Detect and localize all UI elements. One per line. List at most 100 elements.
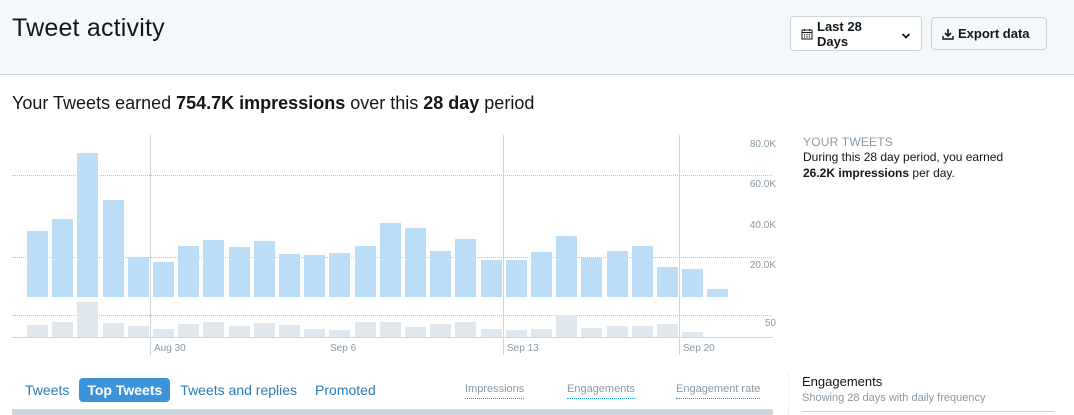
column-impressions[interactable]: Impressions — [465, 383, 525, 399]
impressions-bar[interactable] — [329, 253, 351, 297]
impressions-bar[interactable] — [304, 255, 326, 297]
engagements-bar[interactable] — [203, 321, 225, 338]
x-tick-sep20: Sep 20 — [683, 343, 715, 354]
engagements-bar[interactable] — [77, 302, 99, 338]
tweet-tabs: Tweets Top Tweets Tweets and replies Pro… — [17, 378, 386, 402]
table-header-divider — [12, 409, 773, 415]
engagements-bar[interactable] — [682, 332, 704, 338]
week-divider — [150, 135, 151, 355]
engagements-bar[interactable] — [455, 321, 477, 338]
x-tick-sep13: Sep 13 — [507, 343, 539, 354]
engagements-bar[interactable] — [606, 326, 628, 338]
engagements-bar[interactable] — [581, 327, 603, 338]
impressions-bar[interactable] — [531, 252, 552, 297]
engagements-bar[interactable] — [657, 324, 678, 338]
impressions-bar[interactable] — [682, 269, 704, 297]
engagements-bar[interactable] — [279, 325, 300, 338]
engagements-bar[interactable] — [153, 328, 174, 338]
impressions-bar[interactable] — [430, 251, 452, 297]
impressions-bar[interactable] — [127, 257, 149, 297]
engagements-bar[interactable] — [505, 330, 527, 338]
your-tweets-panel: YOUR TWEETS During this 28 day period, y… — [803, 135, 1063, 181]
engagements-bar[interactable] — [52, 321, 74, 338]
impressions-bar[interactable] — [657, 267, 678, 297]
impressions-chart: 80.0K 60.0K 40.0K 20.0K 50 Aug 30 Sep 6 … — [0, 130, 790, 365]
y-tick-80k: 80.0K — [749, 139, 776, 150]
panel-divider — [788, 373, 789, 415]
per-day-suffix: per day. — [909, 166, 955, 180]
impressions-bar[interactable] — [480, 260, 502, 297]
engagements-bar[interactable] — [531, 328, 552, 338]
engagements-divider — [802, 411, 1054, 412]
tab-top-tweets[interactable]: Top Tweets — [79, 378, 171, 402]
page-header: Tweet activity Last 28 Days Export data — [0, 0, 1074, 75]
download-icon — [942, 28, 954, 40]
engagements-bar[interactable] — [430, 324, 452, 338]
date-range-label: Last 28 Days — [817, 18, 862, 49]
engagements-bar[interactable] — [127, 326, 149, 338]
engagements-bar[interactable] — [379, 321, 401, 338]
impressions-bar[interactable] — [178, 246, 200, 297]
impressions-bar[interactable] — [581, 258, 603, 297]
impressions-bar[interactable] — [153, 262, 174, 297]
engagements-bar[interactable] — [27, 325, 48, 338]
impressions-bar[interactable] — [279, 254, 300, 297]
x-tick-aug30: Aug 30 — [154, 343, 186, 354]
summary-period: 28 day — [423, 93, 480, 113]
engagements-bar[interactable] — [405, 326, 426, 338]
column-engagements[interactable]: Engagements — [567, 383, 635, 399]
export-data-label: Export data — [958, 26, 1030, 41]
impressions-bar[interactable] — [606, 251, 628, 297]
engagements-bar[interactable] — [631, 326, 653, 338]
column-engagement-rate[interactable]: Engagement rate — [676, 383, 761, 399]
page-title: Tweet activity — [12, 14, 165, 42]
impressions-bar[interactable] — [405, 228, 426, 297]
y-tick-40k: 40.0K — [749, 220, 776, 231]
summary-impressions: 754.7K impressions — [176, 93, 346, 113]
impressions-bar[interactable] — [228, 247, 250, 297]
impressions-bar[interactable] — [203, 240, 225, 297]
your-tweets-text: During this 28 day period, you earned 26… — [803, 149, 1063, 181]
week-divider — [503, 135, 504, 355]
impressions-bar[interactable] — [556, 236, 578, 297]
calendar-icon — [801, 28, 813, 40]
your-tweets-label: YOUR TWEETS — [803, 135, 893, 149]
impressions-bar[interactable] — [77, 153, 99, 297]
engagements-bar[interactable] — [228, 326, 250, 338]
engagements-bar[interactable] — [102, 322, 124, 338]
tab-promoted[interactable]: Promoted — [315, 382, 376, 398]
summary-prefix: Your Tweets earned — [12, 93, 177, 113]
x-tick-sep6: Sep 6 — [330, 343, 357, 354]
gridline-60k — [12, 175, 772, 176]
chevron-down-icon — [901, 29, 911, 39]
period-text: During this 28 day period, you earned — [803, 150, 1004, 164]
impressions-bar[interactable] — [707, 289, 729, 297]
date-range-dropdown[interactable]: Last 28 Days — [790, 16, 922, 51]
engagements-bar[interactable] — [329, 330, 351, 338]
summary-suffix: period — [479, 93, 535, 113]
y-tick-20k: 20.0K — [749, 260, 776, 271]
impressions-bar[interactable] — [102, 200, 124, 297]
engagements-bar[interactable] — [354, 321, 376, 338]
tab-tweets[interactable]: Tweets — [25, 382, 70, 398]
export-data-button[interactable]: Export data — [931, 17, 1047, 50]
impressions-bar[interactable] — [631, 246, 653, 297]
y-tick-50: 50 — [764, 318, 776, 329]
tab-tweets-and-replies[interactable]: Tweets and replies — [180, 382, 298, 398]
impressions-bar[interactable] — [354, 246, 376, 297]
x-axis — [12, 337, 773, 338]
impressions-summary: Your Tweets earned 754.7K impressions ov… — [12, 93, 534, 114]
engagements-bar[interactable] — [253, 322, 275, 338]
impressions-bar[interactable] — [505, 260, 527, 297]
summary-middle: over this — [345, 93, 424, 113]
impressions-bar[interactable] — [455, 239, 477, 297]
impressions-bar[interactable] — [253, 241, 275, 297]
engagements-bar[interactable] — [480, 328, 502, 338]
engagements-bar[interactable] — [556, 315, 578, 338]
engagements-bar[interactable] — [178, 324, 200, 338]
week-divider — [679, 135, 680, 355]
engagements-bar[interactable] — [304, 328, 326, 338]
impressions-bar[interactable] — [52, 219, 74, 297]
impressions-bar[interactable] — [379, 223, 401, 297]
impressions-bar[interactable] — [27, 231, 48, 297]
